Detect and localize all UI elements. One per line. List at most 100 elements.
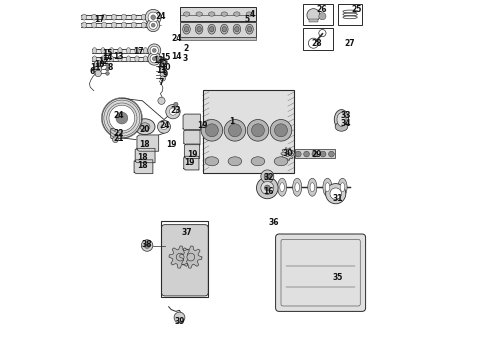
- Polygon shape: [184, 130, 200, 145]
- Polygon shape: [137, 135, 159, 151]
- Ellipse shape: [144, 48, 147, 54]
- Text: 26: 26: [316, 4, 326, 13]
- Circle shape: [330, 188, 342, 199]
- Circle shape: [102, 98, 142, 138]
- Circle shape: [161, 124, 167, 130]
- Polygon shape: [180, 246, 202, 268]
- Text: 38: 38: [142, 240, 152, 249]
- Circle shape: [147, 19, 160, 32]
- Circle shape: [106, 67, 109, 71]
- Bar: [180, 37, 256, 40]
- Circle shape: [160, 72, 166, 77]
- Ellipse shape: [308, 178, 317, 196]
- Ellipse shape: [101, 48, 105, 54]
- Circle shape: [312, 151, 318, 157]
- Ellipse shape: [274, 157, 288, 166]
- Polygon shape: [184, 156, 199, 170]
- Text: 25: 25: [351, 4, 362, 13]
- Text: 37: 37: [181, 228, 192, 237]
- Text: 23: 23: [171, 107, 181, 115]
- Text: 24: 24: [155, 12, 166, 22]
- Text: 14: 14: [102, 53, 113, 62]
- Ellipse shape: [141, 14, 146, 20]
- Text: 20: 20: [140, 125, 150, 134]
- Ellipse shape: [126, 56, 131, 62]
- Polygon shape: [135, 148, 155, 163]
- Circle shape: [149, 21, 157, 30]
- Text: 19: 19: [166, 140, 176, 149]
- Text: 13: 13: [113, 52, 123, 61]
- Ellipse shape: [111, 22, 117, 28]
- Circle shape: [109, 105, 135, 131]
- Circle shape: [148, 44, 161, 57]
- Ellipse shape: [111, 14, 117, 20]
- Bar: [303, 4, 333, 25]
- Circle shape: [307, 9, 320, 22]
- Bar: [180, 22, 256, 37]
- Text: 14: 14: [172, 52, 182, 61]
- Ellipse shape: [234, 12, 240, 16]
- Ellipse shape: [101, 14, 106, 20]
- Text: 15: 15: [102, 49, 113, 58]
- Circle shape: [261, 181, 274, 194]
- Circle shape: [141, 240, 153, 251]
- Text: 11: 11: [90, 63, 101, 72]
- Ellipse shape: [277, 178, 287, 196]
- Circle shape: [176, 253, 184, 261]
- Text: 17: 17: [133, 46, 144, 55]
- Text: 39: 39: [174, 317, 185, 325]
- Ellipse shape: [295, 183, 299, 192]
- Polygon shape: [185, 144, 199, 158]
- Ellipse shape: [246, 12, 252, 16]
- Circle shape: [160, 67, 166, 74]
- Text: 2: 2: [183, 44, 188, 53]
- Text: 27: 27: [345, 40, 355, 49]
- Circle shape: [157, 120, 171, 133]
- Ellipse shape: [221, 12, 227, 16]
- Text: 12: 12: [98, 57, 109, 66]
- Circle shape: [326, 184, 346, 204]
- Circle shape: [251, 124, 265, 137]
- FancyBboxPatch shape: [275, 234, 366, 311]
- Text: 16: 16: [263, 187, 273, 196]
- Ellipse shape: [208, 24, 216, 34]
- Circle shape: [270, 120, 292, 141]
- Text: 19: 19: [184, 158, 195, 167]
- Bar: [162, 221, 208, 297]
- Text: 32: 32: [263, 173, 273, 181]
- Circle shape: [106, 63, 109, 67]
- Polygon shape: [169, 246, 191, 268]
- Ellipse shape: [338, 178, 347, 196]
- Ellipse shape: [251, 157, 265, 166]
- Circle shape: [106, 72, 109, 75]
- Text: 15: 15: [160, 53, 170, 62]
- Circle shape: [205, 124, 219, 137]
- Text: 1: 1: [229, 117, 234, 126]
- Ellipse shape: [222, 27, 226, 32]
- Circle shape: [247, 120, 269, 141]
- Ellipse shape: [293, 178, 302, 196]
- Circle shape: [159, 63, 167, 70]
- Text: 34: 34: [341, 118, 351, 127]
- Ellipse shape: [233, 24, 241, 34]
- Circle shape: [113, 137, 118, 143]
- Circle shape: [152, 49, 156, 52]
- Text: 18: 18: [137, 153, 147, 162]
- Text: 28: 28: [311, 40, 321, 49]
- Ellipse shape: [122, 14, 126, 20]
- Ellipse shape: [325, 183, 330, 192]
- Text: 36: 36: [269, 218, 279, 227]
- Circle shape: [224, 120, 245, 141]
- FancyBboxPatch shape: [162, 225, 208, 296]
- Text: 24: 24: [113, 111, 123, 120]
- Bar: [202, 90, 294, 173]
- Ellipse shape: [135, 56, 139, 62]
- Circle shape: [166, 104, 180, 119]
- Polygon shape: [183, 114, 200, 130]
- Text: 7: 7: [159, 77, 164, 86]
- Circle shape: [170, 108, 176, 115]
- Text: 35: 35: [333, 274, 343, 282]
- Circle shape: [261, 170, 274, 183]
- Ellipse shape: [118, 56, 122, 62]
- Circle shape: [320, 151, 326, 157]
